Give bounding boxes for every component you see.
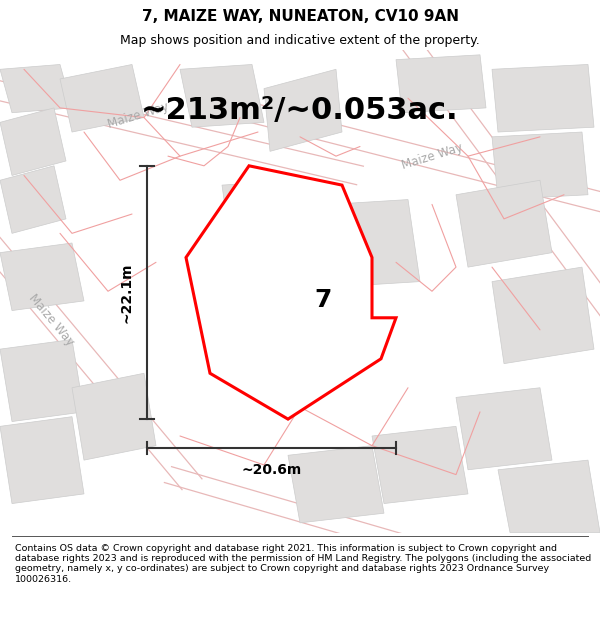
- Polygon shape: [492, 64, 594, 132]
- Text: Maize Way: Maize Way: [106, 100, 170, 131]
- Polygon shape: [396, 55, 486, 112]
- Polygon shape: [0, 243, 84, 311]
- Polygon shape: [330, 199, 420, 286]
- Polygon shape: [0, 64, 72, 112]
- Polygon shape: [288, 446, 384, 523]
- Polygon shape: [0, 339, 84, 421]
- Polygon shape: [222, 180, 312, 272]
- Polygon shape: [180, 64, 264, 128]
- Text: Maize Way: Maize Way: [26, 292, 76, 349]
- Polygon shape: [492, 132, 588, 199]
- Text: ~213m²/~0.053ac.: ~213m²/~0.053ac.: [141, 96, 459, 125]
- Polygon shape: [456, 180, 552, 267]
- Polygon shape: [60, 64, 144, 132]
- Text: ~22.1m: ~22.1m: [120, 262, 134, 322]
- Text: Contains OS data © Crown copyright and database right 2021. This information is : Contains OS data © Crown copyright and d…: [15, 544, 591, 584]
- Polygon shape: [0, 417, 84, 504]
- Polygon shape: [372, 426, 468, 504]
- Text: 7: 7: [314, 288, 331, 311]
- Polygon shape: [186, 166, 396, 419]
- Polygon shape: [72, 373, 156, 460]
- Polygon shape: [492, 267, 594, 364]
- Text: Map shows position and indicative extent of the property.: Map shows position and indicative extent…: [120, 34, 480, 47]
- Text: 7, MAIZE WAY, NUNEATON, CV10 9AN: 7, MAIZE WAY, NUNEATON, CV10 9AN: [142, 9, 458, 24]
- Polygon shape: [498, 460, 600, 532]
- Text: ~20.6m: ~20.6m: [241, 462, 302, 476]
- Polygon shape: [264, 69, 342, 151]
- Polygon shape: [0, 166, 66, 233]
- Text: Maize Way: Maize Way: [400, 141, 464, 172]
- Polygon shape: [0, 108, 66, 176]
- Polygon shape: [456, 388, 552, 470]
